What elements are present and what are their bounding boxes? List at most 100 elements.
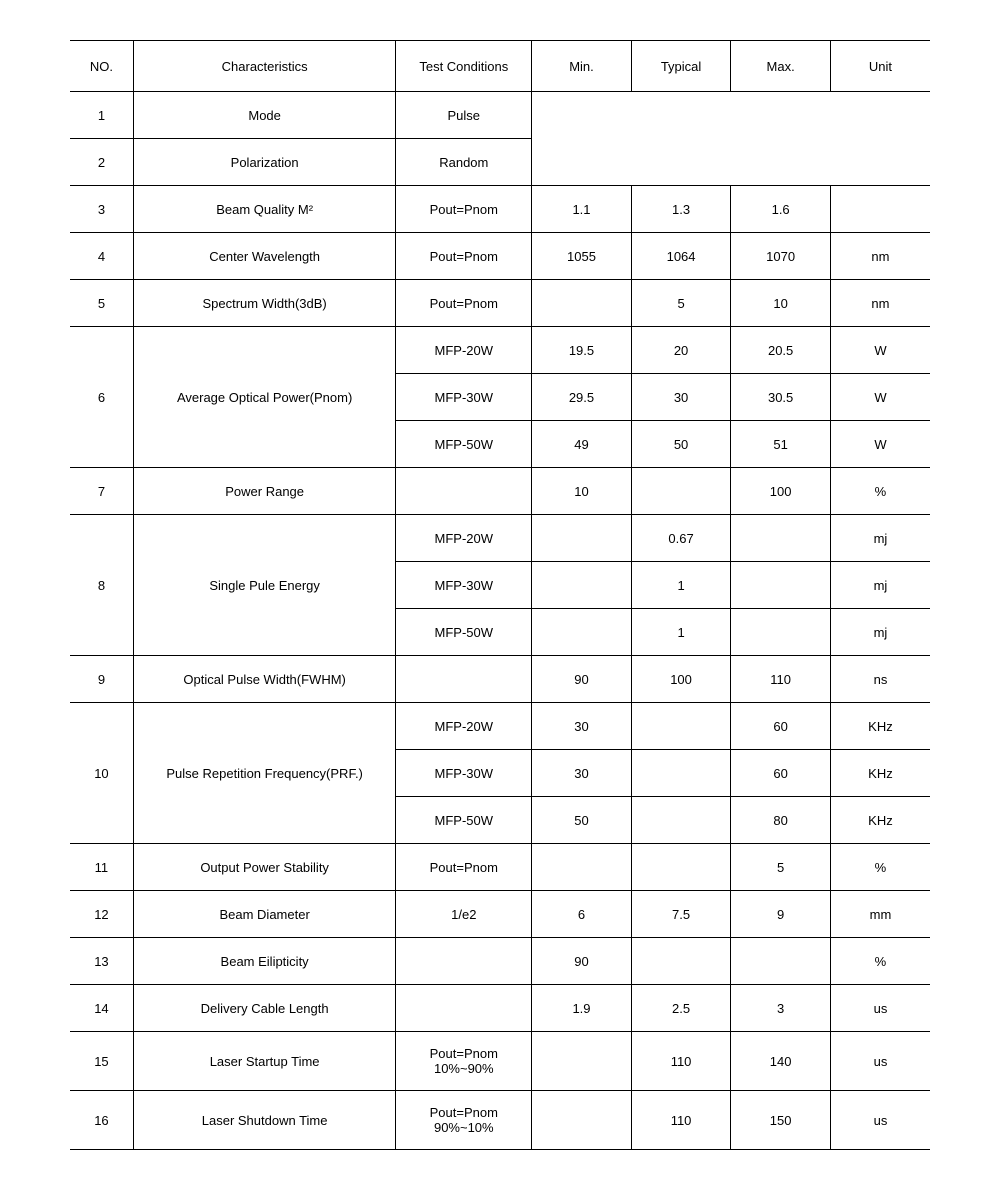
cell-typ bbox=[631, 750, 731, 797]
cell-unit: ns bbox=[830, 656, 930, 703]
cell-max: 3 bbox=[731, 985, 831, 1032]
cell-unit: % bbox=[830, 844, 930, 891]
cell-typ: 30 bbox=[631, 374, 731, 421]
cell-char: Beam Eilipticity bbox=[133, 938, 396, 985]
cell-typ: 20 bbox=[631, 327, 731, 374]
cell-char: Average Optical Power(Pnom) bbox=[133, 327, 396, 468]
cell-tc: 1/e2 bbox=[396, 891, 532, 938]
header-char: Characteristics bbox=[133, 41, 396, 92]
cell-typ: 7.5 bbox=[631, 891, 731, 938]
cell-unit: mj bbox=[830, 562, 930, 609]
row-11: 11 Output Power Stability Pout=Pnom 5 % bbox=[70, 844, 930, 891]
cell-typ: 100 bbox=[631, 656, 731, 703]
row-14: 14 Delivery Cable Length 1.9 2.5 3 us bbox=[70, 985, 930, 1032]
spec-table: NO. Characteristics Test Conditions Min.… bbox=[70, 40, 930, 1150]
cell-no: 3 bbox=[70, 186, 133, 233]
cell-typ: 1.3 bbox=[631, 186, 731, 233]
cell-tc: Pout=Pnom bbox=[396, 186, 532, 233]
cell-unit: KHz bbox=[830, 703, 930, 750]
cell-no: 11 bbox=[70, 844, 133, 891]
cell-char: Beam Quality M² bbox=[133, 186, 396, 233]
cell-tc: Pout=Pnom bbox=[396, 280, 532, 327]
cell-typ: 110 bbox=[631, 1091, 731, 1150]
cell-tc: MFP-50W bbox=[396, 797, 532, 844]
cell-unit: nm bbox=[830, 280, 930, 327]
cell-empty bbox=[532, 92, 930, 139]
cell-char: Laser Shutdown Time bbox=[133, 1091, 396, 1150]
cell-unit: W bbox=[830, 327, 930, 374]
header-no: NO. bbox=[70, 41, 133, 92]
cell-no: 7 bbox=[70, 468, 133, 515]
row-3: 3 Beam Quality M² Pout=Pnom 1.1 1.3 1.6 bbox=[70, 186, 930, 233]
cell-min: 90 bbox=[532, 656, 632, 703]
cell-typ: 110 bbox=[631, 1032, 731, 1091]
row-12: 12 Beam Diameter 1/e2 6 7.5 9 mm bbox=[70, 891, 930, 938]
cell-min bbox=[532, 280, 632, 327]
cell-typ bbox=[631, 468, 731, 515]
cell-max: 60 bbox=[731, 703, 831, 750]
cell-min: 90 bbox=[532, 938, 632, 985]
row-2: 2 Polarization Random bbox=[70, 139, 930, 186]
row-10a: 10 Pulse Repetition Frequency(PRF.) MFP-… bbox=[70, 703, 930, 750]
cell-max: 51 bbox=[731, 421, 831, 468]
cell-unit: mj bbox=[830, 609, 930, 656]
row-1: 1 Mode Pulse bbox=[70, 92, 930, 139]
cell-min: 50 bbox=[532, 797, 632, 844]
cell-tc: MFP-20W bbox=[396, 515, 532, 562]
row-15: 15 Laser Startup Time Pout=Pnom 10%~90% … bbox=[70, 1032, 930, 1091]
header-min: Min. bbox=[532, 41, 632, 92]
cell-tc: Random bbox=[396, 139, 532, 186]
cell-tc: Pout=Pnom bbox=[396, 844, 532, 891]
row-6a: 6 Average Optical Power(Pnom) MFP-20W 19… bbox=[70, 327, 930, 374]
cell-typ: 1064 bbox=[631, 233, 731, 280]
cell-no: 16 bbox=[70, 1091, 133, 1150]
cell-max: 30.5 bbox=[731, 374, 831, 421]
cell-max: 1070 bbox=[731, 233, 831, 280]
cell-max: 80 bbox=[731, 797, 831, 844]
cell-min bbox=[532, 1091, 632, 1150]
cell-char: Center Wavelength bbox=[133, 233, 396, 280]
cell-max: 10 bbox=[731, 280, 831, 327]
cell-tc: Pout=Pnom bbox=[396, 233, 532, 280]
cell-min: 30 bbox=[532, 703, 632, 750]
cell-max: 1.6 bbox=[731, 186, 831, 233]
cell-min: 30 bbox=[532, 750, 632, 797]
cell-no: 10 bbox=[70, 703, 133, 844]
cell-char: Laser Startup Time bbox=[133, 1032, 396, 1091]
cell-unit: KHz bbox=[830, 750, 930, 797]
cell-no: 14 bbox=[70, 985, 133, 1032]
cell-max: 110 bbox=[731, 656, 831, 703]
cell-tc: Pout=Pnom 90%~10% bbox=[396, 1091, 532, 1150]
cell-tc: MFP-20W bbox=[396, 703, 532, 750]
cell-unit: us bbox=[830, 985, 930, 1032]
cell-char: Pulse Repetition Frequency(PRF.) bbox=[133, 703, 396, 844]
cell-typ: 1 bbox=[631, 562, 731, 609]
cell-tc: Pulse bbox=[396, 92, 532, 139]
cell-empty bbox=[532, 139, 930, 186]
cell-unit: W bbox=[830, 374, 930, 421]
cell-typ bbox=[631, 703, 731, 750]
row-9: 9 Optical Pulse Width(FWHM) 90 100 110 n… bbox=[70, 656, 930, 703]
cell-no: 6 bbox=[70, 327, 133, 468]
cell-tc: MFP-50W bbox=[396, 609, 532, 656]
header-row: NO. Characteristics Test Conditions Min.… bbox=[70, 41, 930, 92]
cell-min bbox=[532, 562, 632, 609]
cell-char: Output Power Stability bbox=[133, 844, 396, 891]
cell-tc bbox=[396, 938, 532, 985]
cell-char: Beam Diameter bbox=[133, 891, 396, 938]
cell-char: Power Range bbox=[133, 468, 396, 515]
cell-unit: % bbox=[830, 938, 930, 985]
cell-max: 60 bbox=[731, 750, 831, 797]
cell-min bbox=[532, 1032, 632, 1091]
header-tc: Test Conditions bbox=[396, 41, 532, 92]
cell-no: 13 bbox=[70, 938, 133, 985]
cell-min bbox=[532, 844, 632, 891]
cell-min bbox=[532, 609, 632, 656]
cell-typ: 50 bbox=[631, 421, 731, 468]
row-8a: 8 Single Pule Energy MFP-20W 0.67 mj bbox=[70, 515, 930, 562]
cell-tc: MFP-30W bbox=[396, 750, 532, 797]
cell-max: 150 bbox=[731, 1091, 831, 1150]
cell-unit: % bbox=[830, 468, 930, 515]
cell-unit: us bbox=[830, 1032, 930, 1091]
cell-tc: MFP-30W bbox=[396, 562, 532, 609]
